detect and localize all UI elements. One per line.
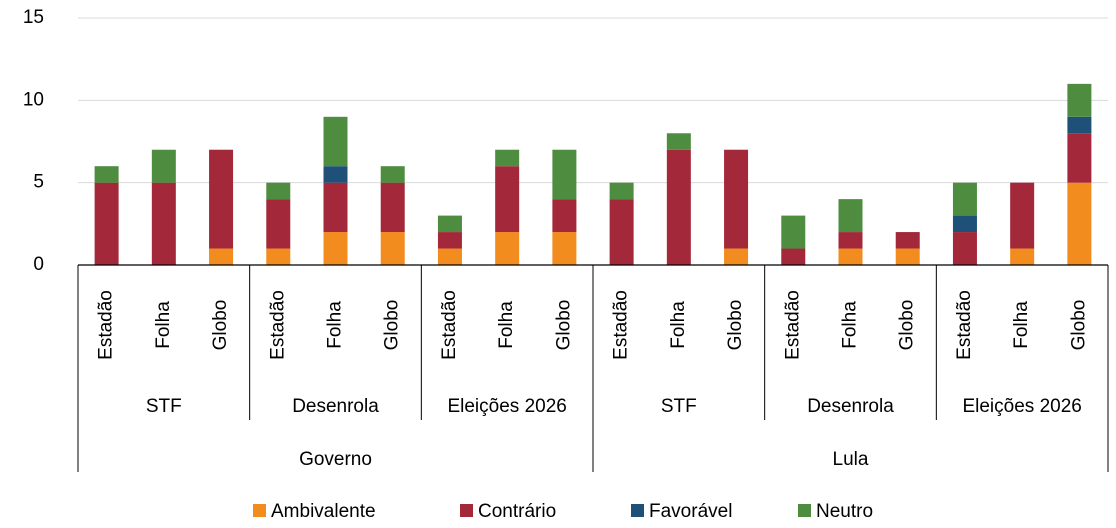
bar-segment bbox=[437, 248, 462, 265]
bar-segment bbox=[609, 182, 634, 200]
subgroup-label: STF bbox=[146, 396, 182, 417]
bar-segment bbox=[495, 232, 520, 265]
bar-segment bbox=[495, 149, 520, 167]
x-tick-label: Globo bbox=[553, 300, 574, 351]
legend-label: Ambivalente bbox=[271, 501, 376, 522]
bar-segment bbox=[952, 182, 977, 216]
bar-segment bbox=[552, 149, 577, 200]
x-tick-label: Globo bbox=[1068, 300, 1089, 351]
subgroup-label: Desenrola bbox=[807, 396, 894, 417]
x-tick-label: Globo bbox=[210, 300, 231, 351]
bar-segment bbox=[724, 248, 749, 265]
x-tick-label: Estadão bbox=[439, 290, 460, 360]
bar-segment bbox=[323, 166, 348, 183]
x-tick-label: Folha bbox=[496, 301, 517, 349]
bar-segment bbox=[209, 248, 234, 265]
bar-segment bbox=[952, 232, 977, 265]
bar-segment bbox=[323, 116, 348, 167]
bar-segment bbox=[552, 232, 577, 265]
bar-segment bbox=[495, 166, 520, 233]
y-tick-label: 15 bbox=[23, 7, 44, 28]
bar-segment bbox=[266, 182, 291, 200]
x-tick-label: Estadão bbox=[954, 290, 975, 360]
subgroup-label: Desenrola bbox=[292, 396, 379, 417]
legend-swatch bbox=[798, 504, 811, 517]
bar-segment bbox=[838, 248, 863, 265]
bar-segment bbox=[781, 215, 806, 249]
bar-segment bbox=[781, 248, 806, 265]
x-tick-label: Folha bbox=[153, 301, 174, 349]
bar-segment bbox=[895, 232, 920, 249]
legend-swatch bbox=[253, 504, 266, 517]
subgroup-label: Eleições 2026 bbox=[962, 396, 1081, 417]
subgroup-label: STF bbox=[661, 396, 697, 417]
legend-label: Contrário bbox=[478, 501, 556, 522]
bar-segment bbox=[666, 149, 691, 265]
y-tick-label: 10 bbox=[23, 89, 44, 110]
x-tick-label: Estadão bbox=[267, 290, 288, 360]
bar-segment bbox=[323, 182, 348, 233]
legend-swatch bbox=[631, 504, 644, 517]
bar-segment bbox=[1067, 133, 1092, 183]
bar-segment bbox=[266, 199, 291, 249]
bar-segment bbox=[895, 248, 920, 265]
legend-label: Favorável bbox=[649, 501, 732, 522]
x-tick-label: Folha bbox=[668, 301, 689, 349]
bar-segment bbox=[1010, 182, 1035, 249]
bar-segment bbox=[1067, 182, 1092, 265]
x-tick-label: Globo bbox=[897, 300, 918, 351]
x-tick-label: Globo bbox=[382, 300, 403, 351]
bar-segment bbox=[838, 232, 863, 249]
x-tick-label: Folha bbox=[1011, 301, 1032, 349]
bar-segment bbox=[1010, 248, 1035, 265]
y-tick-label: 5 bbox=[33, 172, 44, 193]
bar-segment bbox=[1067, 83, 1092, 117]
bar-segment bbox=[666, 133, 691, 150]
bar-segment bbox=[94, 166, 119, 183]
bar-segment bbox=[209, 149, 234, 249]
group-label: Lula bbox=[833, 449, 869, 470]
bar-segment bbox=[838, 199, 863, 233]
bar-segment bbox=[380, 166, 405, 183]
x-tick-label: Globo bbox=[725, 300, 746, 351]
group-label: Governo bbox=[299, 449, 372, 470]
x-tick-label: Estadão bbox=[611, 290, 632, 360]
bar-segment bbox=[437, 215, 462, 233]
legend-label: Neutro bbox=[816, 501, 873, 522]
bar-segment bbox=[323, 232, 348, 265]
x-tick-label: Folha bbox=[325, 301, 346, 349]
y-tick-label: 0 bbox=[33, 254, 44, 275]
bar-segment bbox=[1067, 116, 1092, 134]
bar-segment bbox=[552, 199, 577, 233]
bar-segment bbox=[724, 149, 749, 249]
x-tick-label: Estadão bbox=[96, 290, 117, 360]
bar-segment bbox=[151, 182, 176, 265]
subgroup-label: Eleições 2026 bbox=[447, 396, 566, 417]
bar-segment bbox=[151, 149, 176, 183]
bar-segment bbox=[94, 182, 119, 265]
bar-segment bbox=[380, 232, 405, 265]
bar-segment bbox=[952, 215, 977, 233]
bar-segment bbox=[266, 248, 291, 265]
bar-segment bbox=[380, 182, 405, 233]
legend-swatch bbox=[460, 504, 473, 517]
bar-segment bbox=[437, 232, 462, 249]
x-tick-label: Folha bbox=[840, 301, 861, 349]
x-tick-label: Estadão bbox=[782, 290, 803, 360]
bar-segment bbox=[609, 199, 634, 265]
